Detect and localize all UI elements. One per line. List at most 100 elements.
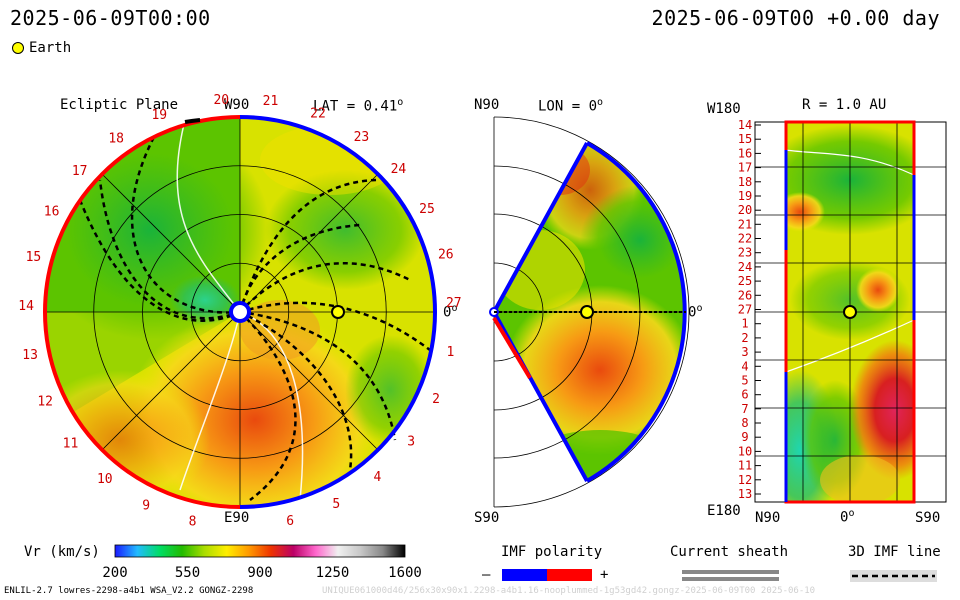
carrington-label: 22: [310, 107, 326, 122]
radial-y-label: 1: [741, 317, 748, 331]
imf-positive-swatch: [547, 569, 592, 581]
radial-y-label: 2: [741, 331, 748, 345]
radial-x-right: S90: [915, 510, 941, 526]
radial-x-mid: 0o: [840, 508, 855, 526]
radial-y-label: 20: [738, 203, 752, 217]
meridional-top-label: N90: [474, 97, 500, 113]
radial-y-label: 26: [738, 288, 752, 302]
radial-y-label: 25: [738, 274, 752, 288]
radial-y-label: 9: [741, 430, 748, 444]
imf-polarity-title: IMF polarity: [501, 544, 603, 560]
carrington-label: 19: [151, 108, 167, 123]
ecliptic-earth-marker: [331, 305, 345, 319]
earth-icon: [12, 42, 24, 54]
radial-y-label: 6: [741, 388, 748, 402]
ecliptic-imf-lines: [78, 134, 431, 501]
carrington-label: 21: [263, 94, 279, 109]
radial-y-label: 15: [738, 132, 752, 146]
carrington-label: 14: [18, 299, 34, 314]
radial-y-label: 14: [738, 118, 752, 132]
meridional-bottom-label: S90: [474, 510, 500, 526]
ecliptic-carrington-labels: 20 21222324252627123456891011121314151617…: [18, 93, 461, 530]
meridional-earth-marker: [580, 305, 594, 319]
sheath-swatch-2: [682, 577, 779, 581]
carrington-label: 8: [189, 515, 197, 530]
ecliptic-title: Ecliptic Plane: [60, 97, 179, 113]
radial-y-label: 21: [738, 217, 752, 231]
radial-earth-marker: [843, 305, 857, 319]
carrington-label: 5: [332, 497, 340, 512]
ecliptic-sun: [229, 301, 251, 323]
imf-plus-label: +: [600, 567, 609, 583]
carrington-label: 16: [44, 205, 60, 220]
carrington-label: 27: [446, 296, 462, 311]
imf-line-title: 3D IMF line: [848, 544, 941, 560]
radial-y-label: 12: [738, 473, 752, 487]
carrington-label: 24: [391, 162, 407, 177]
radial-r-label: R = 1.0 AU: [802, 97, 887, 113]
imf-negative-swatch: [502, 569, 547, 581]
header-left-time: 2025-06-09T00:00: [10, 6, 211, 30]
radial-y-label: 19: [738, 189, 752, 203]
radial-y-label: 5: [741, 374, 748, 388]
radial-x-left: N90: [755, 510, 781, 526]
carrington-label: 23: [354, 130, 370, 145]
carrington-label: 20: [213, 93, 229, 108]
radial-y-label: 18: [738, 175, 752, 189]
sheath-swatch-1: [682, 570, 779, 574]
colorbar-title: Vr (km/s): [24, 544, 100, 560]
radial-y-label: 13: [738, 487, 752, 501]
carrington-label: 1: [446, 345, 454, 360]
meridional-edge-north: [492, 142, 589, 313]
carrington-label: 9: [142, 498, 150, 513]
colorbar-tick-label: 900: [247, 565, 272, 581]
colorbar-tick-label: 1250: [316, 565, 350, 581]
carrington-label: 4: [373, 470, 381, 485]
meridional-field: [494, 143, 685, 481]
radial-y-label: 22: [738, 232, 752, 246]
radial-bottom-label: E180: [707, 503, 741, 519]
radial-y-label: 7: [741, 402, 748, 416]
ecliptic-lat-label: LAT = 0.41o: [313, 97, 404, 115]
radial-y-label: 24: [738, 260, 752, 274]
carrington-label: 25: [419, 202, 435, 217]
carrington-label: 6: [286, 514, 294, 529]
imf-minus-label: –: [482, 567, 491, 583]
ecliptic-top-label: W90: [224, 97, 250, 113]
radial-y-label: 23: [738, 246, 752, 260]
carrington-label: 10: [97, 472, 113, 487]
meridional-zero-label: 0o: [688, 303, 703, 321]
colorbar-bar: [114, 544, 406, 558]
colorbar-tick-label: 200: [102, 565, 127, 581]
ecliptic-bottom-label: E90: [224, 510, 250, 526]
radial-y-label: 8: [741, 416, 748, 430]
meridional-edge-south-red: [492, 316, 532, 380]
radial-y-label: 11: [738, 459, 752, 473]
radial-y-label: 16: [738, 146, 752, 160]
carrington-label: 15: [26, 250, 42, 265]
colorbar-tick-label: 550: [175, 565, 200, 581]
carrington-label: 12: [37, 395, 53, 410]
ecliptic-zero-label: 0o: [443, 303, 458, 321]
header-right-time: 2025-06-09T00 +0.00 day: [651, 6, 940, 30]
carrington-label: 18: [108, 131, 124, 146]
footer-right: UNIQUE061000d46/256x30x90x1.2298-a4b1.16…: [322, 586, 816, 596]
earth-legend-label: Earth: [29, 40, 72, 56]
radial-current-sheath: [785, 149, 915, 373]
current-sheath-title: Current sheath: [670, 544, 789, 560]
earth-legend: Earth: [12, 40, 71, 56]
carrington-label: 13: [22, 348, 38, 363]
carrington-label: 17: [72, 164, 88, 179]
radial-y-label: 4: [741, 359, 748, 373]
colorbar-tick-label: 1600: [388, 565, 422, 581]
radial-y-label: 3: [741, 345, 748, 359]
carrington-label: 2: [432, 392, 440, 407]
colorbar-ticks: 200 550 900 1250 1600: [102, 565, 422, 581]
ecliptic-boundary: [43, 115, 437, 509]
radial-y-labels: 1415161718192021222324252627123456789101…: [738, 118, 761, 501]
carrington-label: 26: [438, 247, 454, 262]
radial-y-label: 27: [738, 303, 752, 317]
radial-y-label: 10: [738, 444, 752, 458]
carrington-label: 3: [407, 434, 415, 449]
